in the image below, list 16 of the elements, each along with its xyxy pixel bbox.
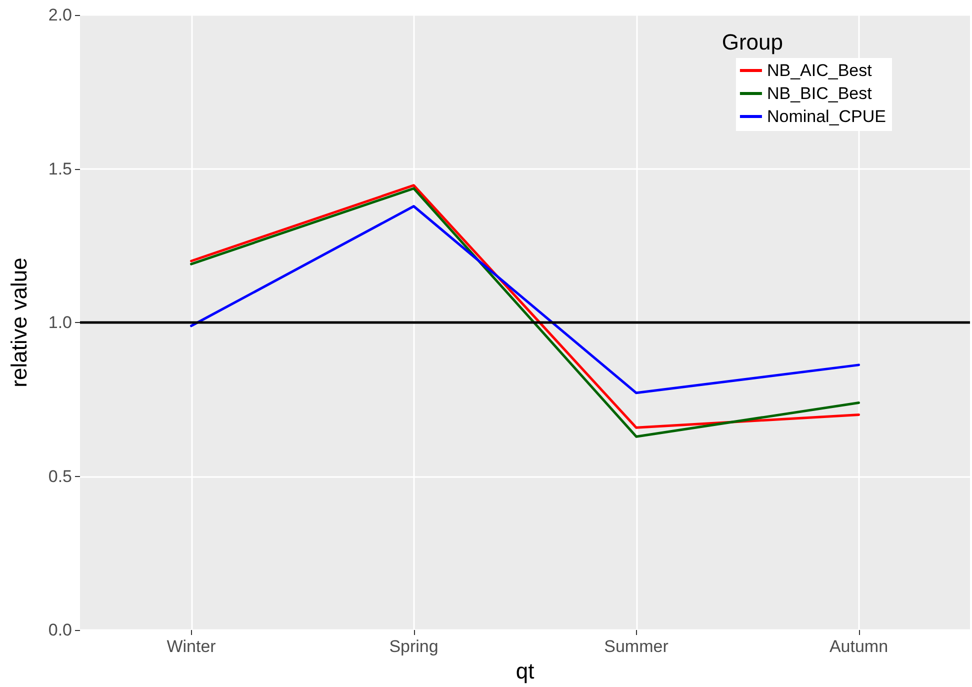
legend-title: Group [722, 30, 784, 54]
legend-label: NB_AIC_Best [766, 61, 872, 80]
x-axis-title: qt [516, 658, 534, 684]
y-tick-label: 1.5 [48, 159, 72, 178]
x-tick-label: Summer [604, 637, 669, 656]
line-series [190, 205, 860, 394]
legend-label: NB_BIC_Best [766, 84, 872, 103]
y-tick-label: 2.0 [48, 6, 72, 24]
x-tick-label: Winter [166, 637, 216, 656]
x-tick-label: Spring [389, 637, 438, 656]
y-tick-label: 0.0 [48, 620, 72, 640]
y-tick-label: 0.5 [48, 466, 72, 486]
x-tick-label: Autumn [829, 637, 888, 656]
legend-label: Nominal_CPUE [766, 107, 886, 126]
y-axis-title: relative value [6, 258, 32, 388]
y-tick-label: 1.0 [48, 313, 72, 332]
